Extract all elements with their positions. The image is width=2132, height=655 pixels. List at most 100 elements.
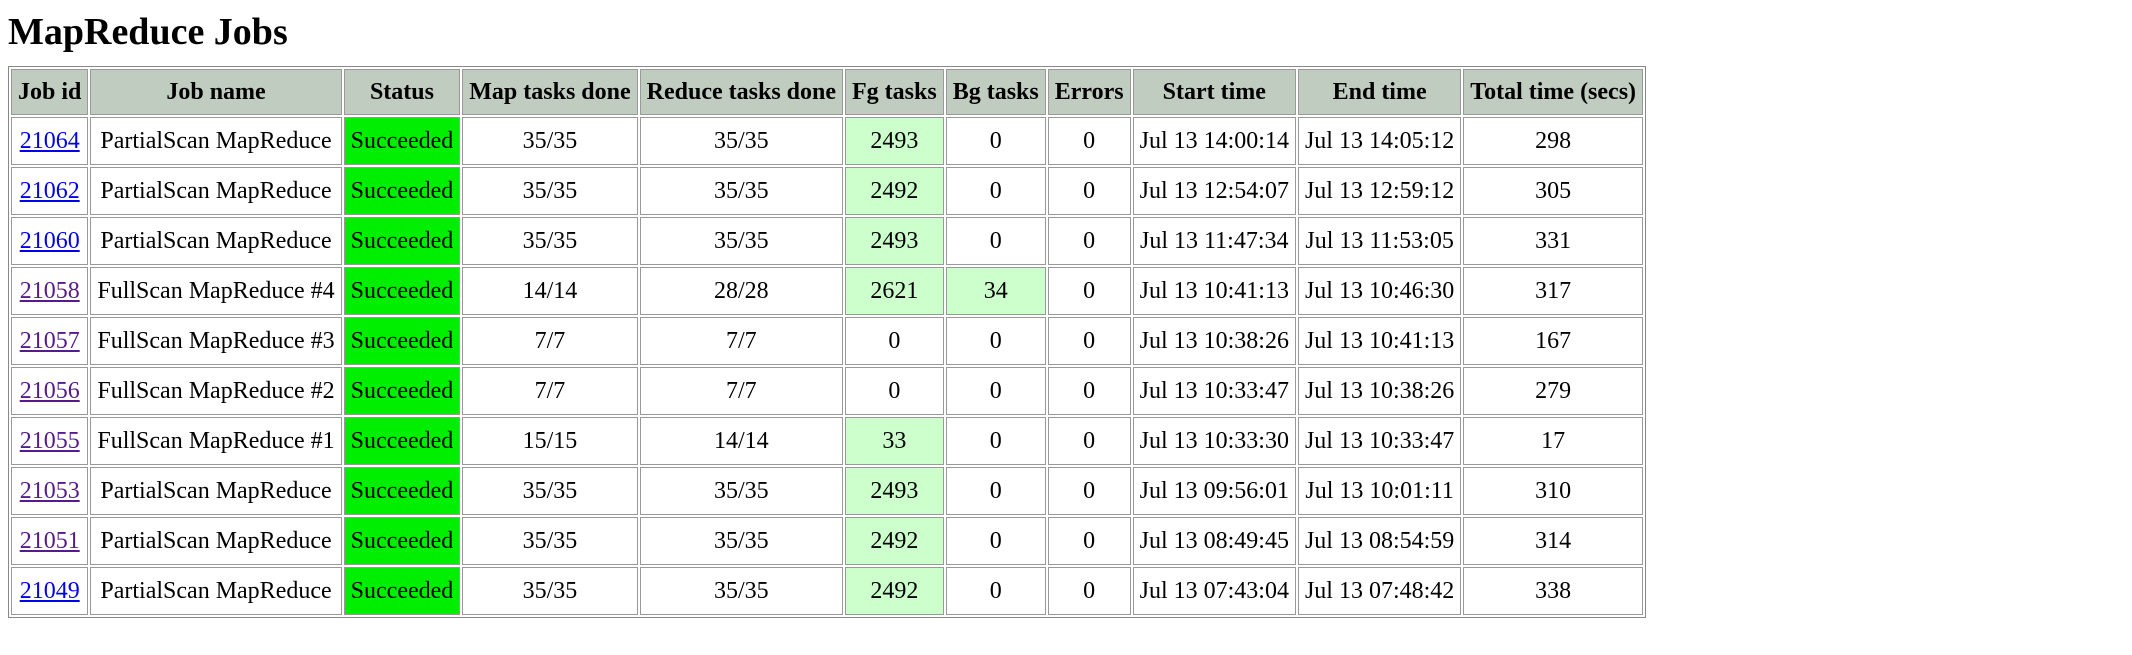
reduce-tasks-cell: 7/7 <box>639 367 844 415</box>
total-time-cell: 338 <box>1463 567 1644 615</box>
job-rows: 21064 PartialScan MapReduce Succeeded 35/35… <box>11 117 1644 615</box>
reduce-tasks-cell: 35/35 <box>639 167 844 215</box>
bg-tasks-cell: 0 <box>945 317 1046 365</box>
job-id-link[interactable]: 21056 <box>19 377 80 404</box>
col-header-job-name: Job name <box>90 69 342 115</box>
job-id-link[interactable]: 21062 <box>19 177 80 204</box>
start-time-cell: Jul 13 09:56:01 <box>1132 467 1296 515</box>
map-tasks-cell: 15/15 <box>462 417 638 465</box>
end-time-cell: Jul 13 10:33:47 <box>1297 417 1462 465</box>
job-id-cell: 21058 <box>11 267 89 315</box>
jobs-table: Job id Job name Status Map tasks done Re… <box>8 66 1647 618</box>
end-time-cell: Jul 13 12:59:12 <box>1297 167 1462 215</box>
job-name-cell: PartialScan MapReduce <box>90 167 342 215</box>
table-row: 21055 FullScan MapReduce #1 Succeeded 15/15… <box>11 417 1644 465</box>
status-badge: Succeeded <box>343 567 461 615</box>
col-header-status: Status <box>343 69 461 115</box>
end-time-cell: Jul 13 10:38:26 <box>1297 367 1462 415</box>
job-name-cell: FullScan MapReduce #2 <box>90 367 342 415</box>
job-id-cell: 21053 <box>11 467 89 515</box>
errors-cell: 0 <box>1047 567 1131 615</box>
fg-tasks-cell: 2492 <box>845 167 944 215</box>
end-time-cell: Jul 13 10:46:30 <box>1297 267 1462 315</box>
bg-tasks-cell: 0 <box>945 167 1046 215</box>
map-tasks-cell: 35/35 <box>462 567 638 615</box>
total-time-cell: 17 <box>1463 417 1644 465</box>
job-id-link[interactable]: 21055 <box>19 427 80 454</box>
job-id-cell: 21055 <box>11 417 89 465</box>
table-row: 21049 PartialScan MapReduce Succeeded 35/35… <box>11 567 1644 615</box>
table-row: 21064 PartialScan MapReduce Succeeded 35/35… <box>11 117 1644 165</box>
job-name-cell: PartialScan MapReduce <box>90 517 342 565</box>
job-name-cell: FullScan MapReduce #4 <box>90 267 342 315</box>
fg-tasks-cell: 2493 <box>845 217 944 265</box>
map-tasks-cell: 35/35 <box>462 467 638 515</box>
job-id-link[interactable]: 21064 <box>19 127 80 154</box>
job-id-link[interactable]: 21049 <box>19 577 80 604</box>
bg-tasks-cell: 0 <box>945 117 1046 165</box>
status-badge: Succeeded <box>343 117 461 165</box>
col-header-total-time: Total time (secs) <box>1463 69 1644 115</box>
total-time-cell: 314 <box>1463 517 1644 565</box>
job-name-cell: FullScan MapReduce #1 <box>90 417 342 465</box>
col-header-start-time: Start time <box>1132 69 1296 115</box>
col-header-errors: Errors <box>1047 69 1131 115</box>
reduce-tasks-cell: 14/14 <box>639 417 844 465</box>
start-time-cell: Jul 13 10:41:13 <box>1132 267 1296 315</box>
job-id-link[interactable]: 21051 <box>19 527 80 554</box>
bg-tasks-cell: 34 <box>945 267 1046 315</box>
job-id-link[interactable]: 21053 <box>19 477 80 504</box>
errors-cell: 0 <box>1047 417 1131 465</box>
start-time-cell: Jul 13 10:38:26 <box>1132 317 1296 365</box>
job-id-cell: 21060 <box>11 217 89 265</box>
errors-cell: 0 <box>1047 467 1131 515</box>
errors-cell: 0 <box>1047 217 1131 265</box>
job-id-cell: 21049 <box>11 567 89 615</box>
table-row: 21053 PartialScan MapReduce Succeeded 35/35… <box>11 467 1644 515</box>
table-row: 21051 PartialScan MapReduce Succeeded 35/35… <box>11 517 1644 565</box>
fg-tasks-cell: 2621 <box>845 267 944 315</box>
job-id-cell: 21064 <box>11 117 89 165</box>
status-badge: Succeeded <box>343 267 461 315</box>
errors-cell: 0 <box>1047 267 1131 315</box>
job-id-link[interactable]: 21057 <box>19 327 80 354</box>
job-name-cell: FullScan MapReduce #3 <box>90 317 342 365</box>
errors-cell: 0 <box>1047 317 1131 365</box>
col-header-map-done: Map tasks done <box>462 69 638 115</box>
start-time-cell: Jul 13 11:47:34 <box>1132 217 1296 265</box>
total-time-cell: 331 <box>1463 217 1644 265</box>
total-time-cell: 305 <box>1463 167 1644 215</box>
table-row: 21057 FullScan MapReduce #3 Succeeded 7/7 7/… <box>11 317 1644 365</box>
map-tasks-cell: 35/35 <box>462 167 638 215</box>
col-header-bg-tasks: Bg tasks <box>945 69 1046 115</box>
job-id-link[interactable]: 21060 <box>19 227 80 254</box>
map-tasks-cell: 7/7 <box>462 367 638 415</box>
reduce-tasks-cell: 35/35 <box>639 567 844 615</box>
end-time-cell: Jul 13 14:05:12 <box>1297 117 1462 165</box>
start-time-cell: Jul 13 10:33:47 <box>1132 367 1296 415</box>
table-row: 21060 PartialScan MapReduce Succeeded 35/35… <box>11 217 1644 265</box>
job-id-link[interactable]: 21058 <box>19 277 80 304</box>
map-tasks-cell: 35/35 <box>462 517 638 565</box>
status-badge: Succeeded <box>343 217 461 265</box>
fg-tasks-cell: 2492 <box>845 517 944 565</box>
reduce-tasks-cell: 35/35 <box>639 517 844 565</box>
job-name-cell: PartialScan MapReduce <box>90 117 342 165</box>
map-tasks-cell: 35/35 <box>462 117 638 165</box>
reduce-tasks-cell: 35/35 <box>639 117 844 165</box>
page-title: MapReduce Jobs <box>8 11 288 53</box>
status-badge: Succeeded <box>343 367 461 415</box>
errors-cell: 0 <box>1047 167 1131 215</box>
bg-tasks-cell: 0 <box>945 417 1046 465</box>
status-badge: Succeeded <box>343 417 461 465</box>
status-badge: Succeeded <box>343 167 461 215</box>
fg-tasks-cell: 0 <box>845 367 944 415</box>
errors-cell: 0 <box>1047 117 1131 165</box>
end-time-cell: Jul 13 08:54:59 <box>1297 517 1462 565</box>
col-header-fg-tasks: Fg tasks <box>845 69 944 115</box>
map-tasks-cell: 35/35 <box>462 217 638 265</box>
reduce-tasks-cell: 7/7 <box>639 317 844 365</box>
page: MapReduce Jobs Job id Job name Status Ma… <box>8 11 1647 618</box>
job-name-cell: PartialScan MapReduce <box>90 217 342 265</box>
col-header-reduce-done: Reduce tasks done <box>639 69 844 115</box>
